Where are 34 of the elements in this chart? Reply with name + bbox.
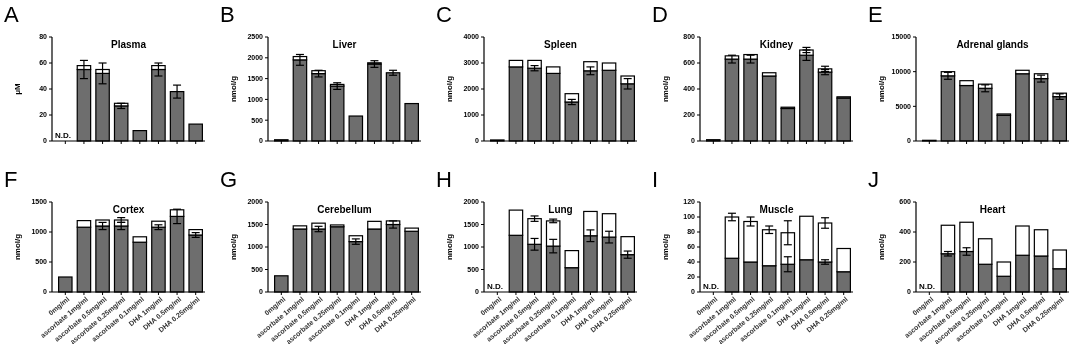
chart-title: Adrenal glands [956,39,1030,50]
y-axis-title: nmol/g [877,233,886,261]
chart-title: Plasma [110,39,147,50]
text: B [220,2,235,27]
text: H [436,167,452,192]
y-axis-title: nmol/g [877,75,886,103]
chart-title: Cerebellum [317,204,372,215]
chart-title: Cortex [112,204,145,215]
text: D [652,2,668,27]
text: E [868,2,883,27]
text: A [4,2,19,27]
chart-title: Muscle [759,204,794,215]
y-axis-title: nmol/g [661,233,670,261]
chart-title: Spleen [544,39,577,50]
text: J [868,167,879,192]
y-axis-title: nmol/g [661,75,670,103]
y-axis-title: nmol/g [229,233,238,261]
annotation: N.D. [919,282,935,291]
annotation: N.D. [703,282,719,291]
chart-title: Lung [548,204,573,215]
y-axis-title: nmol/g [229,75,238,103]
y-axis-title: nmol/g [13,233,22,261]
annotation: N.D. [55,131,71,140]
text: F [4,167,18,192]
annotation: N.D. [487,282,503,291]
chart-title: Heart [979,204,1006,215]
text: G [220,167,238,192]
y-axis-title: μM [13,82,22,95]
text: I [652,167,659,192]
chart-title: Liver [332,39,357,50]
text: C [436,2,452,27]
y-axis-title: nmol/g [445,233,454,261]
y-axis-title: nmol/g [445,75,454,103]
chart-title: Kidney [759,39,794,50]
